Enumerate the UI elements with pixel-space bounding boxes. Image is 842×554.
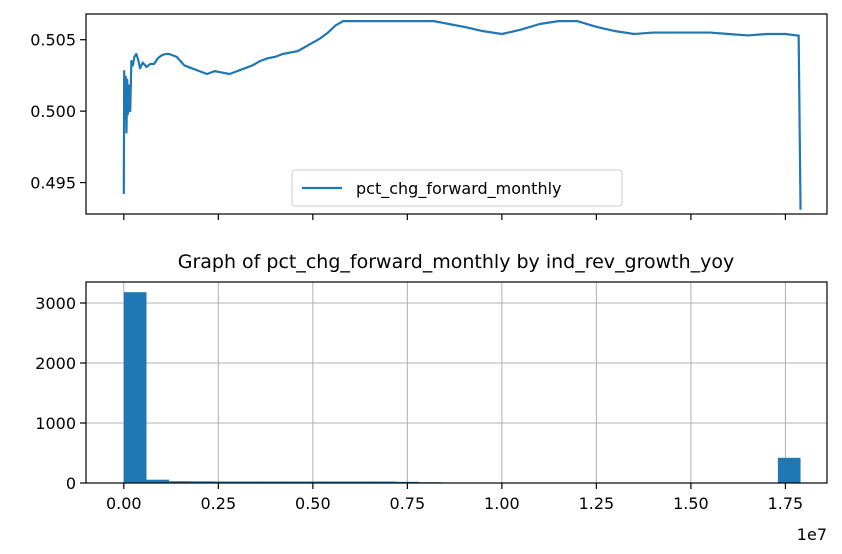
histogram-bar [327, 481, 351, 483]
x-tick-label: 1.00 [484, 494, 520, 513]
histogram-bar [259, 481, 283, 483]
x-tick-label: 0.50 [295, 494, 331, 513]
histogram-bar [237, 481, 260, 483]
x-tick-label: 0.25 [201, 494, 237, 513]
histogram-bar [282, 481, 306, 483]
histogram-bar [146, 479, 170, 483]
x-tick-label: 0.00 [106, 494, 142, 513]
histogram-panel: Graph of pct_chg_forward_monthly by ind_… [35, 251, 828, 544]
histogram-title: Graph of pct_chg_forward_monthly by ind_… [178, 251, 735, 273]
histogram-bars [123, 292, 801, 483]
histogram-bar [777, 457, 801, 483]
y-tick-label: 0.505 [30, 31, 76, 50]
histogram-bar [305, 481, 328, 483]
line-chart-panel: 0.495 0.500 0.505 pct_chg_forward_monthly [30, 13, 828, 220]
x-tick-label: 1.75 [768, 494, 804, 513]
y-tick-label: 0.500 [30, 102, 76, 121]
top-y-axis-ticks: 0.495 0.500 0.505 [30, 31, 86, 193]
histogram-bar [373, 481, 397, 483]
y-tick-label: 0 [66, 474, 76, 493]
histogram-bar [169, 481, 192, 483]
top-x-axis-ticks [123, 214, 787, 220]
line-series-0 [122, 20, 802, 210]
y-tick-label: 3000 [35, 294, 76, 313]
y-tick-label: 0.495 [30, 174, 76, 193]
top-axes-frame [85, 13, 828, 215]
bottom-axes-frame [85, 281, 828, 484]
bottom-x-axis-ticks: 0.00 0.25 0.50 0.75 1.00 1.25 1.50 1.75 [106, 483, 803, 513]
histogram-bar [123, 292, 147, 483]
bottom-y-axis-ticks: 0 1000 2000 3000 [35, 294, 86, 493]
histogram-bar [396, 481, 419, 483]
x-tick-label: 1.25 [579, 494, 615, 513]
x-axis-offset-label: 1e7 [797, 525, 827, 544]
legend: pct_chg_forward_monthly [291, 169, 623, 207]
y-tick-label: 2000 [35, 354, 76, 373]
legend-box [291, 169, 623, 207]
line-series-group [122, 20, 802, 210]
x-tick-label: 0.75 [390, 494, 426, 513]
histogram-bar [350, 481, 374, 483]
x-tick-label: 1.50 [673, 494, 709, 513]
legend-label: pct_chg_forward_monthly [356, 179, 562, 199]
y-tick-label: 1000 [35, 414, 76, 433]
histogram-bar [191, 481, 215, 483]
histogram-bar [214, 481, 238, 483]
